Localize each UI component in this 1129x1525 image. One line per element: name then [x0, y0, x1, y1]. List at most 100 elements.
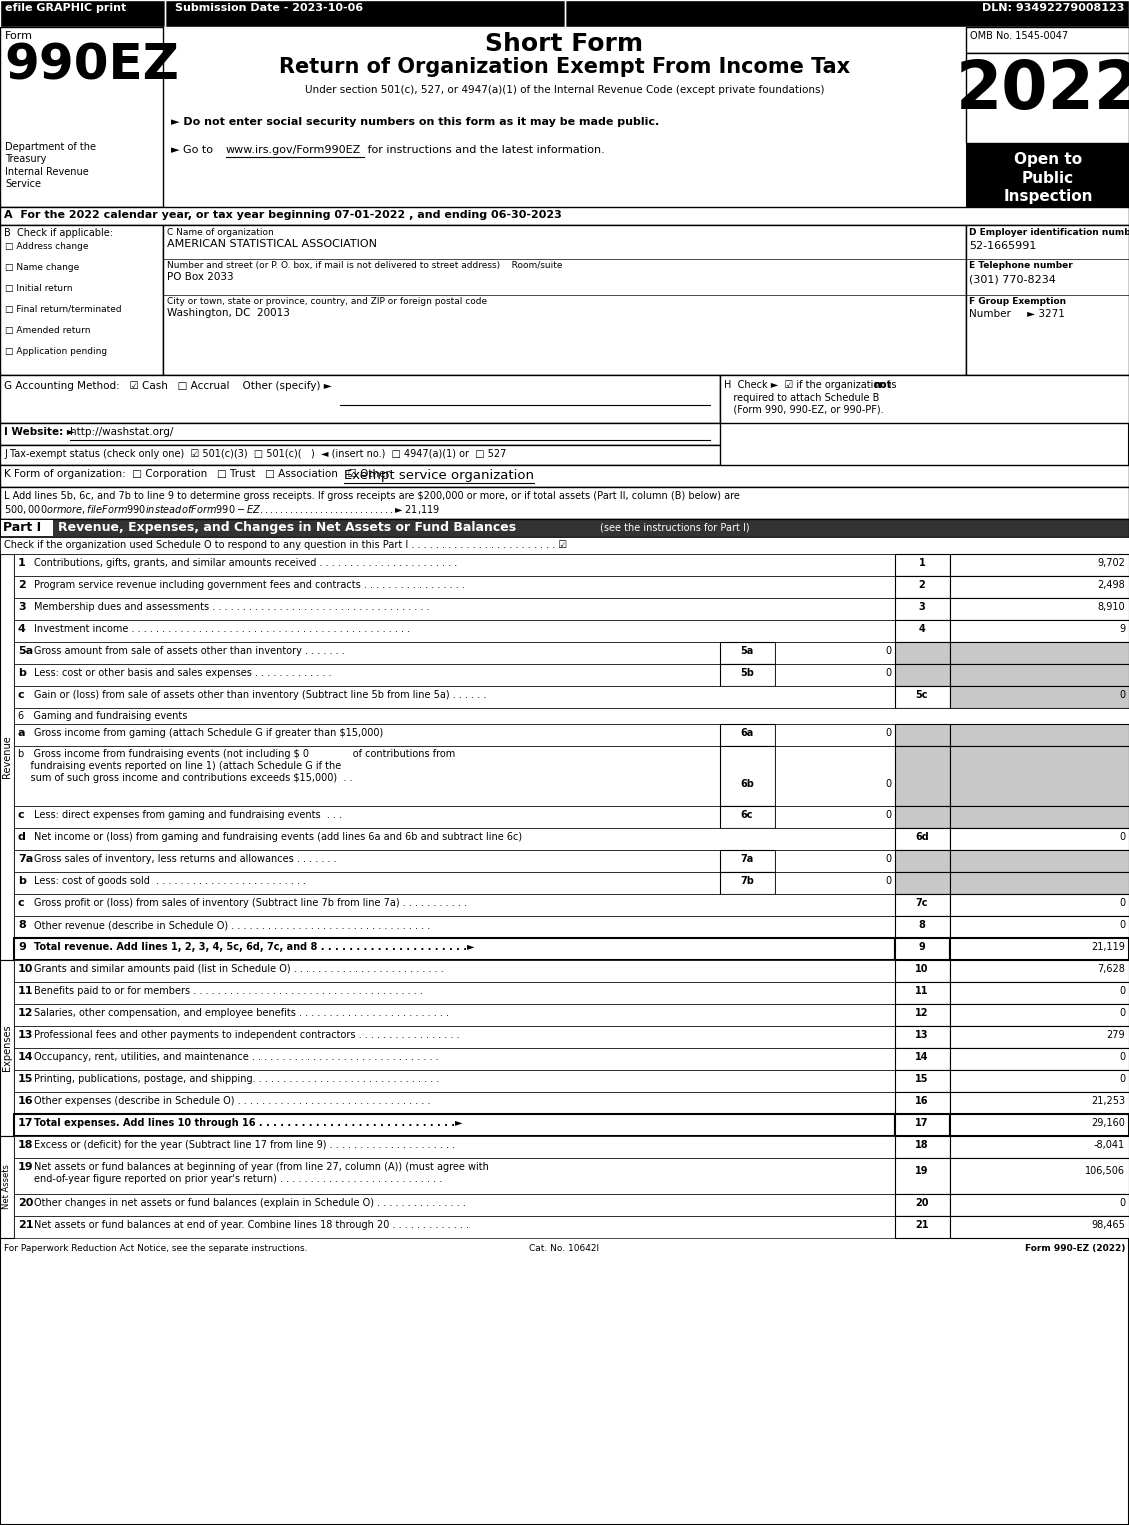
Text: E Telephone number: E Telephone number [969, 261, 1073, 270]
Text: Return of Organization Exempt From Income Tax: Return of Organization Exempt From Incom… [279, 56, 850, 76]
Bar [895, 554, 949, 576]
Bar [895, 1136, 949, 1157]
Bar [720, 642, 774, 663]
Text: Professional fees and other payments to independent contractors . . . . . . . . : Professional fees and other payments to … [34, 1029, 460, 1040]
Text: 0: 0 [1119, 1008, 1124, 1019]
Text: 14: 14 [18, 1052, 34, 1061]
Bar [1, 520, 53, 535]
Text: OMB No. 1545-0047: OMB No. 1545-0047 [970, 30, 1068, 41]
Bar [720, 375, 1129, 422]
Bar [14, 686, 895, 708]
Bar [949, 1092, 1129, 1113]
Bar [895, 1071, 949, 1092]
Bar [0, 961, 14, 1136]
Text: A  For the 2022 calendar year, or tax year beginning 07-01-2022 , and ending 06-: A For the 2022 calendar year, or tax yea… [5, 210, 562, 220]
Bar [895, 598, 949, 621]
Text: □ Amended return: □ Amended return [5, 326, 90, 336]
Text: 4: 4 [919, 624, 926, 634]
Text: 98,465: 98,465 [1091, 1220, 1124, 1231]
Bar [774, 746, 895, 807]
Text: 20: 20 [18, 1199, 34, 1208]
Text: 16: 16 [916, 1096, 929, 1106]
Text: 52-1665991: 52-1665991 [969, 241, 1036, 252]
Bar [774, 724, 895, 746]
Text: Under section 501(c), 527, or 4947(a)(1) of the Internal Revenue Code (except pr: Under section 501(c), 527, or 4947(a)(1)… [305, 85, 824, 95]
Bar [163, 226, 966, 375]
Text: Total expenses. Add lines 10 through 16 . . . . . . . . . . . . . . . . . . . . : Total expenses. Add lines 10 through 16 … [34, 1118, 463, 1128]
Text: 1: 1 [18, 558, 26, 567]
Text: 0: 0 [885, 668, 891, 679]
Bar [949, 686, 1129, 708]
Text: Check if the organization used Schedule O to respond to any question in this Par: Check if the organization used Schedule … [5, 540, 567, 551]
Bar [564, 0, 1129, 27]
Text: 18: 18 [18, 1141, 34, 1150]
Bar [949, 1048, 1129, 1071]
Text: not: not [873, 380, 891, 390]
Bar [949, 1071, 1129, 1092]
Text: 10: 10 [916, 964, 929, 974]
Bar [14, 872, 720, 894]
Bar [14, 1215, 895, 1238]
Text: 8,910: 8,910 [1097, 602, 1124, 612]
Text: Program service revenue including government fees and contracts . . . . . . . . : Program service revenue including govern… [34, 580, 465, 590]
Bar [895, 621, 949, 642]
Bar [14, 961, 895, 982]
Text: J Tax-exempt status (check only one)  ☑ 501(c)(3)  □ 501(c)(   )  ◄ (insert no.): J Tax-exempt status (check only one) ☑ 5… [5, 448, 507, 459]
Text: Excess or (deficit) for the year (Subtract line 17 from line 9) . . . . . . . . : Excess or (deficit) for the year (Subtra… [34, 1141, 455, 1150]
Bar [774, 642, 895, 663]
Bar [895, 1003, 949, 1026]
Bar [14, 807, 720, 828]
Text: 2: 2 [919, 580, 926, 590]
Text: 2022: 2022 [955, 56, 1129, 124]
Text: 7,628: 7,628 [1097, 964, 1124, 974]
Bar [720, 872, 774, 894]
Text: 6   Gaming and fundraising events: 6 Gaming and fundraising events [18, 711, 187, 721]
Text: b   Gross income from fundraising events (not including $ 0              of cont: b Gross income from fundraising events (… [18, 749, 455, 759]
Text: Net income or (loss) from gaming and fundraising events (add lines 6a and 6b and: Net income or (loss) from gaming and fun… [34, 833, 522, 842]
Bar [720, 849, 774, 872]
Text: Investment income . . . . . . . . . . . . . . . . . . . . . . . . . . . . . . . : Investment income . . . . . . . . . . . … [34, 624, 410, 634]
Text: City or town, state or province, country, and ZIP or foreign postal code: City or town, state or province, country… [167, 297, 487, 307]
Text: Gross sales of inventory, less returns and allowances . . . . . . .: Gross sales of inventory, less returns a… [34, 854, 336, 865]
Bar [0, 27, 163, 207]
Bar [895, 894, 949, 917]
Bar [14, 621, 895, 642]
Text: Net assets or fund balances at beginning of year (from line 27, column (A)) (mus: Net assets or fund balances at beginning… [34, 1162, 489, 1173]
Text: PO Box 2033: PO Box 2033 [167, 271, 234, 282]
Text: Other changes in net assets or fund balances (explain in Schedule O) . . . . . .: Other changes in net assets or fund bala… [34, 1199, 466, 1208]
Bar [14, 554, 895, 576]
Bar [895, 1048, 949, 1071]
Text: Washington, DC  20013: Washington, DC 20013 [167, 308, 290, 319]
Bar [720, 746, 774, 807]
Bar [14, 1194, 895, 1215]
Text: 29,160: 29,160 [1091, 1118, 1124, 1128]
Text: Benefits paid to or for members . . . . . . . . . . . . . . . . . . . . . . . . : Benefits paid to or for members . . . . … [34, 987, 423, 996]
Bar [966, 143, 1129, 207]
Bar [949, 982, 1129, 1003]
Text: 2,498: 2,498 [1097, 580, 1124, 590]
Text: 0: 0 [885, 854, 891, 865]
Text: 0: 0 [1119, 1052, 1124, 1061]
Bar [14, 1113, 895, 1136]
Bar [949, 1003, 1129, 1026]
Text: 8: 8 [18, 920, 26, 930]
Text: (Form 990, 990-EZ, or 990-PF).: (Form 990, 990-EZ, or 990-PF). [724, 406, 884, 415]
Text: 0: 0 [885, 875, 891, 886]
Text: 12: 12 [18, 1008, 34, 1019]
Bar [0, 518, 1129, 537]
Bar [949, 642, 1129, 663]
Bar [0, 537, 1129, 554]
Text: Exempt service organization: Exempt service organization [344, 470, 534, 482]
Text: Gross income from gaming (attach Schedule G if greater than $15,000): Gross income from gaming (attach Schedul… [34, 727, 383, 738]
Text: 7a: 7a [741, 854, 754, 865]
Text: 5b: 5b [741, 668, 754, 679]
Text: www.irs.gov/Form990EZ: www.irs.gov/Form990EZ [226, 145, 361, 156]
Text: 5a: 5a [18, 647, 33, 656]
Bar [0, 554, 14, 961]
Text: Contributions, gifts, grants, and similar amounts received . . . . . . . . . . .: Contributions, gifts, grants, and simila… [34, 558, 457, 567]
Bar [895, 1092, 949, 1113]
Text: 9: 9 [1119, 624, 1124, 634]
Text: Printing, publications, postage, and shipping. . . . . . . . . . . . . . . . . .: Printing, publications, postage, and shi… [34, 1074, 439, 1084]
Text: -8,041: -8,041 [1094, 1141, 1124, 1150]
Text: Membership dues and assessments . . . . . . . . . . . . . . . . . . . . . . . . : Membership dues and assessments . . . . … [34, 602, 430, 612]
